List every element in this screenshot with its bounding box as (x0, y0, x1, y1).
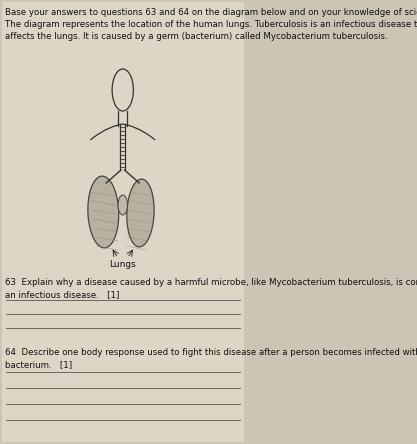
Text: 64  Describe one body response used to fight this disease after a person becomes: 64 Describe one body response used to fi… (5, 348, 417, 369)
Ellipse shape (118, 195, 128, 215)
FancyBboxPatch shape (3, 2, 244, 442)
Text: Base your answers to questions 63 and 64 on the diagram below and on your knowle: Base your answers to questions 63 and 64… (5, 8, 417, 41)
Text: 63  Explain why a disease caused by a harmful microbe, like Mycobacterium tuberc: 63 Explain why a disease caused by a har… (5, 278, 417, 299)
Ellipse shape (127, 179, 154, 247)
Text: Lungs: Lungs (109, 260, 136, 269)
Ellipse shape (88, 176, 119, 248)
